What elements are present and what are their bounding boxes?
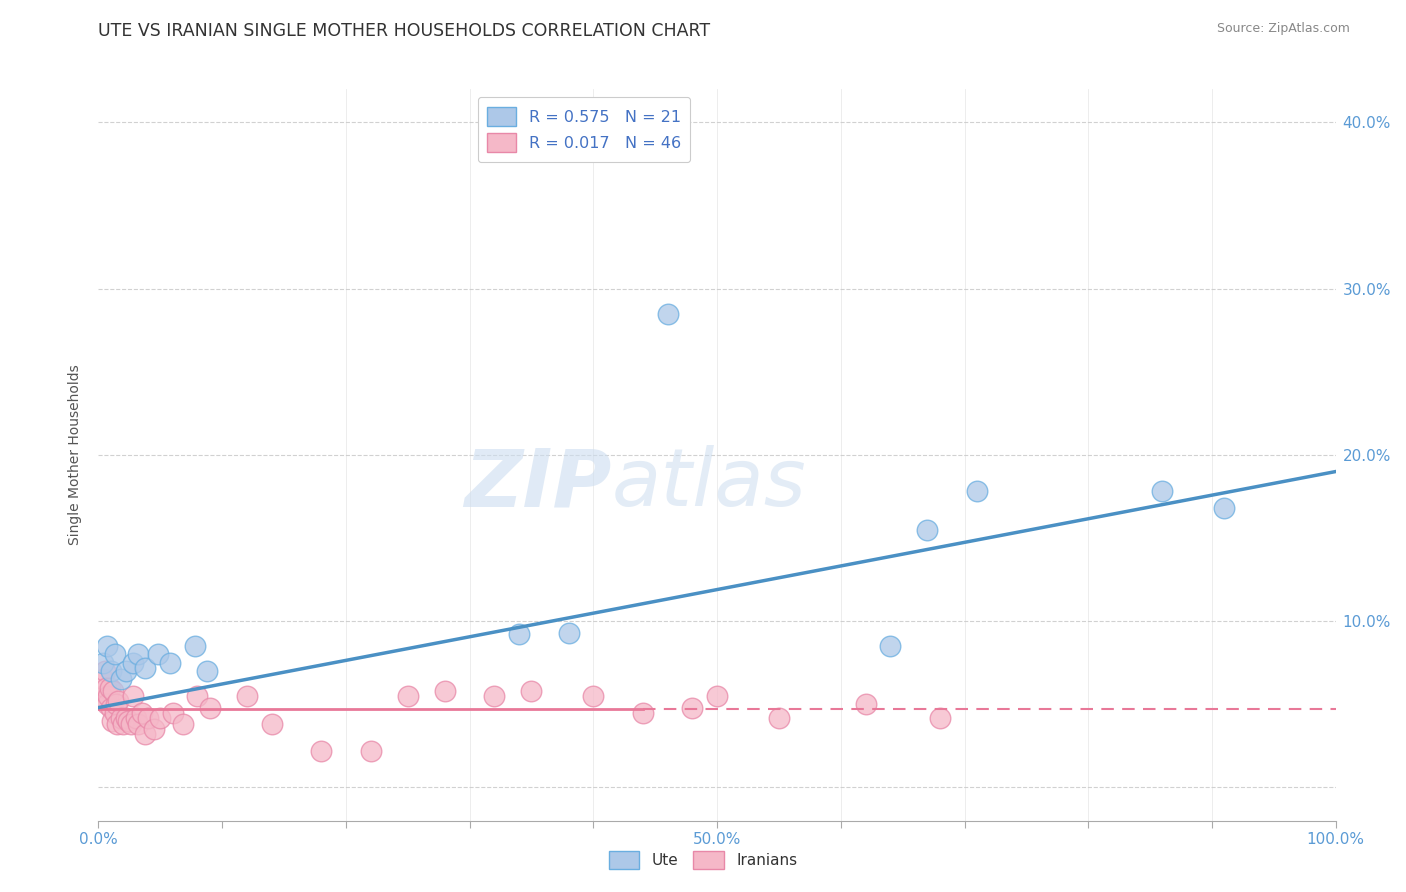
- Point: [103, 648, 125, 662]
- Point: [100, 700, 122, 714]
- Point: [520, 684, 543, 698]
- Point: [94, 681, 117, 695]
- Point: [122, 689, 145, 703]
- Point: [100, 664, 122, 678]
- Point: [484, 689, 506, 703]
- Point: [103, 706, 125, 720]
- Point: [93, 664, 115, 678]
- Point: [98, 681, 121, 695]
- Point: [557, 625, 579, 640]
- Point: [91, 689, 114, 703]
- Legend: R = 0.575   N = 21, R = 0.017   N = 46: R = 0.575 N = 21, R = 0.017 N = 46: [478, 97, 690, 161]
- Point: [195, 664, 218, 678]
- Point: [127, 648, 149, 662]
- Text: Source: ZipAtlas.com: Source: ZipAtlas.com: [1216, 22, 1350, 36]
- Text: UTE VS IRANIAN SINGLE MOTHER HOUSEHOLDS CORRELATION CHART: UTE VS IRANIAN SINGLE MOTHER HOUSEHOLDS …: [98, 22, 710, 40]
- Point: [879, 639, 901, 653]
- Point: [120, 717, 142, 731]
- Point: [131, 706, 153, 720]
- Point: [114, 710, 136, 724]
- Point: [104, 698, 127, 712]
- Point: [159, 656, 181, 670]
- Point: [1152, 484, 1174, 499]
- Point: [127, 717, 149, 731]
- Point: [236, 689, 259, 703]
- Point: [122, 656, 145, 670]
- Point: [1213, 501, 1236, 516]
- Point: [162, 706, 184, 720]
- Point: [681, 700, 703, 714]
- Point: [97, 689, 120, 703]
- Y-axis label: Single Mother Households: Single Mother Households: [69, 365, 83, 545]
- Point: [433, 684, 456, 698]
- Point: [117, 714, 139, 728]
- Point: [855, 698, 877, 712]
- Point: [110, 673, 132, 687]
- Legend: Ute, Iranians: Ute, Iranians: [603, 845, 803, 875]
- Point: [149, 710, 172, 724]
- Point: [96, 698, 118, 712]
- Point: [136, 710, 159, 724]
- Point: [114, 664, 136, 678]
- Point: [93, 673, 115, 687]
- Point: [134, 661, 156, 675]
- Point: [360, 744, 382, 758]
- Point: [309, 744, 332, 758]
- Point: [143, 723, 166, 737]
- Point: [582, 689, 605, 703]
- Point: [112, 717, 135, 731]
- Text: ZIP: ZIP: [464, 445, 612, 524]
- Point: [96, 639, 118, 653]
- Point: [105, 717, 128, 731]
- Point: [172, 717, 194, 731]
- Point: [706, 689, 728, 703]
- Point: [186, 689, 208, 703]
- Point: [101, 714, 124, 728]
- Point: [260, 717, 283, 731]
- Point: [917, 523, 939, 537]
- Point: [107, 694, 129, 708]
- Point: [631, 706, 654, 720]
- Point: [966, 484, 988, 499]
- Point: [184, 639, 207, 653]
- Point: [396, 689, 419, 703]
- Point: [93, 656, 115, 670]
- Point: [657, 307, 679, 321]
- Point: [146, 648, 169, 662]
- Point: [110, 710, 132, 724]
- Point: [928, 710, 950, 724]
- Point: [508, 627, 530, 641]
- Point: [768, 710, 790, 724]
- Text: atlas: atlas: [612, 445, 807, 524]
- Point: [103, 684, 125, 698]
- Point: [124, 710, 146, 724]
- Point: [198, 700, 221, 714]
- Point: [134, 727, 156, 741]
